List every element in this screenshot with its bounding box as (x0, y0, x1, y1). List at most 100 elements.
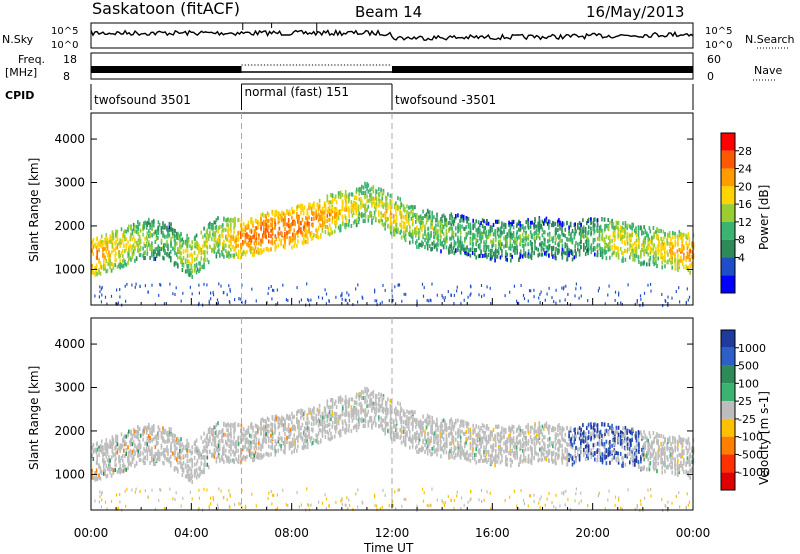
velocity-cell (202, 440, 204, 445)
velocity-cell (297, 439, 299, 444)
velocity-cell (266, 416, 269, 421)
power-cell (244, 301, 246, 305)
power-cell (355, 196, 358, 201)
power-cell (479, 236, 481, 241)
power-cell (624, 241, 627, 246)
power-cell (577, 242, 579, 247)
velocity-cell (261, 440, 264, 445)
velocity-cell (303, 438, 306, 443)
power-cell (414, 213, 416, 217)
velocity-cell (199, 452, 201, 457)
power-cell (419, 225, 422, 230)
power-cell (278, 212, 281, 217)
velocity-cell (308, 426, 310, 431)
power-cell (154, 240, 157, 244)
power-cell (355, 207, 358, 212)
power-cell (635, 233, 638, 238)
power-cell (630, 243, 632, 248)
power-cell (562, 222, 565, 227)
power-cell (103, 256, 105, 261)
power-cell (171, 231, 174, 235)
power-cell (328, 200, 331, 205)
velocity-cell (120, 443, 123, 448)
velocity-cell (289, 428, 292, 433)
velocity-cell (146, 436, 149, 441)
power-cell (103, 247, 105, 251)
power-cell (674, 235, 676, 240)
power-cell (105, 233, 108, 238)
power-cell (153, 223, 155, 228)
velocity-cell (120, 432, 123, 437)
power-cell (176, 233, 178, 238)
power-cell (462, 226, 465, 231)
power-cell (555, 256, 557, 261)
power-cell (373, 202, 376, 207)
power-cell (209, 244, 211, 249)
power-cell (510, 224, 512, 229)
velocity-cell (135, 461, 138, 466)
velocity-cell (205, 441, 208, 445)
power-cell (344, 225, 347, 230)
velocity-cell (250, 443, 253, 448)
velocity-cell (109, 465, 111, 470)
power-cell (389, 213, 392, 218)
power-cell (406, 204, 408, 209)
power-cell (369, 188, 371, 193)
power-cell (485, 239, 487, 244)
power-cell (425, 234, 428, 239)
colorbar-cell (721, 275, 735, 293)
velocity-cell (131, 442, 134, 447)
power-cell (215, 224, 218, 229)
power-cell (538, 228, 541, 233)
y-tick-label: 2000 (54, 219, 85, 233)
power-cell (446, 239, 448, 244)
power-cell (474, 252, 476, 257)
power-cell (558, 218, 560, 223)
power-cell (306, 208, 308, 213)
velocity-cell (182, 454, 185, 459)
power-cell (228, 251, 230, 256)
power-cell (533, 295, 535, 299)
velocity-cell (177, 452, 179, 457)
velocity-cell (122, 458, 124, 463)
velocity-cell (99, 466, 102, 471)
power-cell (440, 235, 442, 240)
power-cell (334, 214, 337, 219)
velocity-cell (130, 462, 132, 467)
velocity-cell (181, 468, 184, 472)
velocity-cell (261, 438, 264, 443)
power-cell (234, 216, 236, 221)
power-cell (531, 248, 533, 253)
power-cell (441, 294, 443, 298)
power-cell (512, 231, 515, 235)
power-cell (393, 226, 395, 231)
power-cell (382, 283, 384, 287)
power-cell (667, 295, 669, 299)
power-cell (208, 302, 210, 305)
power-cell (294, 235, 296, 240)
velocity-cell (253, 438, 256, 443)
power-cell (277, 301, 279, 305)
power-cell (137, 238, 140, 243)
velocity-cell (265, 432, 267, 436)
power-cell (148, 242, 150, 247)
power-cell (134, 224, 136, 229)
power-cell (174, 251, 176, 256)
velocity-cell (232, 439, 234, 444)
velocity-cell (266, 433, 269, 438)
power-cell (367, 198, 370, 203)
power-cell (214, 220, 217, 225)
power-cell (523, 248, 525, 252)
power-cell (122, 258, 124, 263)
power-cell (496, 249, 499, 254)
power-cell (677, 242, 679, 247)
power-cell (681, 234, 684, 239)
power-cell (353, 202, 356, 206)
power-cell (381, 203, 384, 208)
velocity-cell (145, 430, 148, 435)
power-cell (302, 241, 305, 246)
velocity-cell (134, 429, 136, 434)
power-cell (449, 220, 451, 225)
power-cell (617, 247, 619, 252)
velocity-cell (237, 448, 239, 453)
